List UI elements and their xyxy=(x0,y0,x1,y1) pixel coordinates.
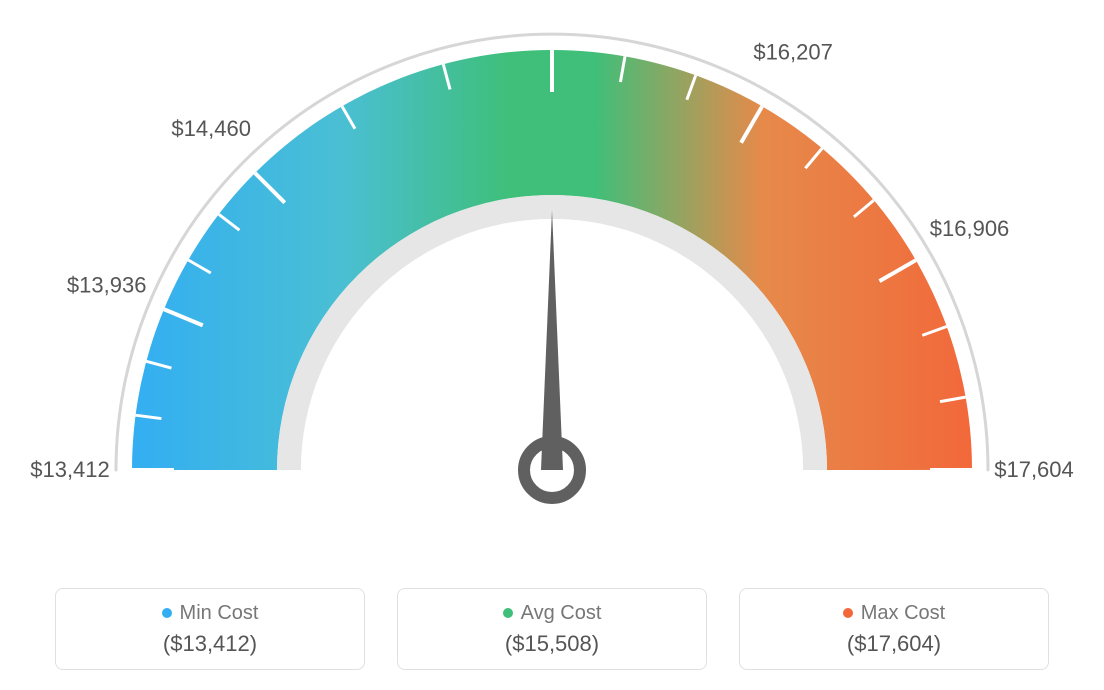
legend-label-avg: Avg Cost xyxy=(521,602,602,625)
legend-label-max: Max Cost xyxy=(861,602,945,625)
legend-top: Avg Cost xyxy=(503,602,602,625)
svg-text:$16,207: $16,207 xyxy=(753,40,833,65)
svg-text:$14,460: $14,460 xyxy=(171,116,251,141)
legend-value-min: ($13,412) xyxy=(163,631,257,657)
legend-dot-min xyxy=(162,608,172,618)
svg-text:$17,604: $17,604 xyxy=(994,457,1074,482)
legend-card-max: Max Cost ($17,604) xyxy=(739,588,1049,670)
cost-gauge-chart: $13,412$13,936$14,460$15,508$16,207$16,9… xyxy=(0,0,1104,690)
legend-value-max: ($17,604) xyxy=(847,631,941,657)
legend-value-avg: ($15,508) xyxy=(505,631,599,657)
legend-top: Max Cost xyxy=(843,602,945,625)
legend-row: Min Cost ($13,412) Avg Cost ($15,508) Ma… xyxy=(0,588,1104,670)
legend-dot-max xyxy=(843,608,853,618)
legend-card-min: Min Cost ($13,412) xyxy=(55,588,365,670)
gauge-area: $13,412$13,936$14,460$15,508$16,207$16,9… xyxy=(0,0,1104,560)
legend-card-avg: Avg Cost ($15,508) xyxy=(397,588,707,670)
svg-text:$13,412: $13,412 xyxy=(30,457,110,482)
svg-text:$13,936: $13,936 xyxy=(67,273,147,298)
legend-dot-avg xyxy=(503,608,513,618)
legend-label-min: Min Cost xyxy=(180,602,259,625)
legend-top: Min Cost xyxy=(162,602,259,625)
svg-text:$16,906: $16,906 xyxy=(930,216,1010,241)
gauge-svg: $13,412$13,936$14,460$15,508$16,207$16,9… xyxy=(0,0,1104,560)
